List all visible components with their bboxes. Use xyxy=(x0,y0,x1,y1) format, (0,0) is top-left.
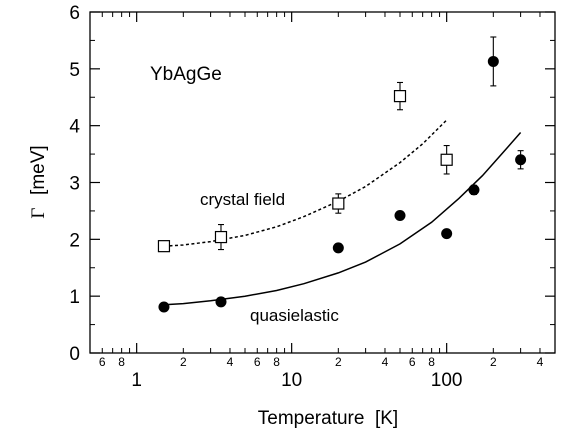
crystal-field-point xyxy=(214,230,228,244)
y-tick-label: 6 xyxy=(69,3,80,24)
x-major-tick-label: 100 xyxy=(431,370,463,391)
x-minor-tick-label: 2 xyxy=(335,355,342,369)
x-minor-tick-label: 6 xyxy=(254,355,261,369)
y-axis-label: Γ [meV] xyxy=(28,145,49,218)
quasielastic-point xyxy=(394,209,406,221)
x-minor-tick-label: 4 xyxy=(382,355,389,369)
crystal-field-point xyxy=(157,240,171,253)
series-label-quasielastic: quasielastic xyxy=(250,306,339,325)
y-axis-unit: [meV] xyxy=(28,145,49,195)
quasielastic-point xyxy=(215,296,227,308)
quasielastic-point xyxy=(158,301,170,313)
crystal-field-point xyxy=(332,197,345,210)
y-tick-label: 1 xyxy=(69,287,80,308)
x-major-tick-label: 1 xyxy=(131,370,142,391)
x-minor-tick-label: 6 xyxy=(409,355,416,369)
quasielastic-point xyxy=(468,184,480,196)
y-axis-label-group: Γ [meV] xyxy=(28,145,49,218)
y-tick-label: 5 xyxy=(69,60,80,81)
x-minor-tick-label: 8 xyxy=(118,355,125,369)
x-minor-tick-label: 4 xyxy=(537,355,544,369)
x-minor-tick-label: 8 xyxy=(428,355,435,369)
quasielastic-point xyxy=(487,55,499,67)
x-axis-label: Temperature [K] xyxy=(258,408,398,429)
quasielastic-point xyxy=(515,154,527,166)
x-minor-tick-label: 8 xyxy=(273,355,280,369)
y-tick-label: 3 xyxy=(69,174,80,195)
y-axis-symbol: Γ xyxy=(28,208,49,219)
y-tick-label: 2 xyxy=(69,230,80,251)
x-minor-tick-label: 4 xyxy=(227,355,234,369)
y-tick-label: 0 xyxy=(69,344,80,365)
data-markers xyxy=(157,36,527,313)
annotation-sample: YbAgGe xyxy=(150,64,222,85)
quasielastic-point xyxy=(441,228,453,240)
crystal-field-point xyxy=(440,153,453,166)
x-minor-tick-label: 2 xyxy=(180,355,187,369)
y-tick-label: 4 xyxy=(69,117,80,138)
quasielastic-fit-curve xyxy=(163,132,522,306)
x-minor-tick-label: 6 xyxy=(99,355,106,369)
quasielastic-point xyxy=(332,242,344,254)
crystal-field-fit-curve xyxy=(163,119,448,247)
x-minor-tick-label: 2 xyxy=(490,355,497,369)
series-label-crystal-field: crystal field xyxy=(200,190,285,209)
crystal-field-point xyxy=(393,90,407,103)
x-major-tick-label: 10 xyxy=(281,370,302,391)
fit-curves xyxy=(163,119,522,306)
